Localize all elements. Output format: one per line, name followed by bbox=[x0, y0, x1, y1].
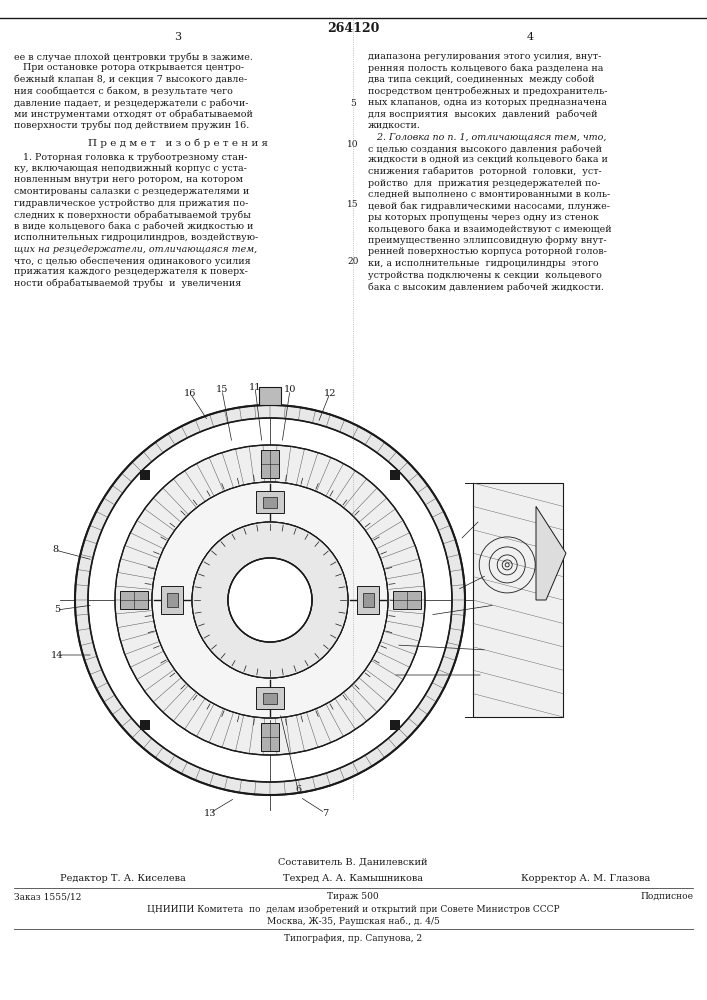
Bar bbox=[140, 470, 150, 480]
Text: Подписное: Подписное bbox=[640, 892, 693, 901]
Text: 2: 2 bbox=[484, 570, 490, 580]
Text: При остановке ротора открывается центро-: При остановке ротора открывается центро- bbox=[14, 64, 244, 73]
Text: Москва, Ж-35, Раушская наб., д. 4/5: Москва, Ж-35, Раушская наб., д. 4/5 bbox=[267, 917, 440, 926]
Text: Корректор А. М. Глазова: Корректор А. М. Глазова bbox=[521, 874, 650, 883]
Text: Типография, пр. Сапунова, 2: Типография, пр. Сапунова, 2 bbox=[284, 934, 422, 943]
Text: Редактор Т. А. Киселева: Редактор Т. А. Киселева bbox=[60, 874, 186, 883]
Text: что, с целью обеспечения одинакового усилия: что, с целью обеспечения одинакового уси… bbox=[14, 256, 251, 265]
Text: прижатия каждого резцедержателя к поверх-: прижатия каждого резцедержателя к поверх… bbox=[14, 267, 248, 276]
Text: два типа секций, соединенных  между собой: два типа секций, соединенных между собой bbox=[368, 75, 595, 85]
Bar bbox=[259, 387, 281, 405]
Text: бежный клапан 8, и секция 7 высокого давле-: бежный клапан 8, и секция 7 высокого дав… bbox=[14, 75, 247, 84]
Bar bbox=[161, 586, 183, 614]
Polygon shape bbox=[536, 506, 566, 600]
Text: Составитель В. Данилевский: Составитель В. Данилевский bbox=[279, 858, 428, 867]
Bar bbox=[390, 470, 400, 480]
Text: ее в случае плохой центровки трубы в зажиме.: ее в случае плохой центровки трубы в заж… bbox=[14, 52, 253, 62]
Text: 15: 15 bbox=[347, 200, 359, 209]
Bar bbox=[357, 586, 379, 614]
Text: бака с высоким давлением рабочей жидкости.: бака с высоким давлением рабочей жидкост… bbox=[368, 282, 604, 292]
Text: 10: 10 bbox=[284, 385, 296, 394]
Bar bbox=[263, 496, 277, 508]
Text: Техред А. А. Камышникова: Техред А. А. Камышникова bbox=[283, 874, 423, 883]
Text: ку, включающая неподвижный корпус с уста-: ку, включающая неподвижный корпус с уста… bbox=[14, 164, 247, 173]
Text: 5: 5 bbox=[54, 605, 60, 614]
Text: 3: 3 bbox=[492, 600, 498, 609]
Bar bbox=[256, 687, 284, 709]
Text: устройства подключены к секции  кольцевого: устройства подключены к секции кольцевог… bbox=[368, 270, 602, 279]
Text: 15: 15 bbox=[216, 385, 228, 394]
Text: ренняя полость кольцевого бака разделена на: ренняя полость кольцевого бака разделена… bbox=[368, 64, 603, 73]
Text: 13: 13 bbox=[204, 808, 216, 818]
Text: смонтированы салазки с резцедержателями и: смонтированы салазки с резцедержателями … bbox=[14, 187, 250, 196]
Text: 10: 10 bbox=[347, 140, 358, 149]
Text: 9: 9 bbox=[480, 670, 486, 680]
Bar bbox=[392, 591, 421, 609]
Text: цевой бак гидравлическими насосами, плунже-: цевой бак гидравлическими насосами, плун… bbox=[368, 202, 610, 211]
Bar bbox=[256, 491, 284, 513]
Text: 16: 16 bbox=[184, 388, 196, 397]
Text: 7: 7 bbox=[322, 808, 328, 818]
Text: новленным внутри него ротором, на котором: новленным внутри него ротором, на которо… bbox=[14, 176, 243, 184]
Text: 4: 4 bbox=[527, 32, 534, 42]
Bar bbox=[119, 591, 148, 609]
Text: в виде кольцевого бака с рабочей жидкостью и: в виде кольцевого бака с рабочей жидкост… bbox=[14, 222, 253, 231]
Text: Заказ 1555/12: Заказ 1555/12 bbox=[14, 892, 81, 901]
Circle shape bbox=[228, 558, 312, 642]
Text: посредством центробежных и предохранитель-: посредством центробежных и предохранител… bbox=[368, 87, 607, 96]
Text: 2. Головка по п. 1, отличающаяся тем, что,: 2. Головка по п. 1, отличающаяся тем, чт… bbox=[368, 132, 607, 141]
Text: Тираж 500: Тираж 500 bbox=[327, 892, 379, 901]
Text: гидравлическое устройство для прижатия по-: гидравлическое устройство для прижатия п… bbox=[14, 198, 248, 208]
Text: 264120: 264120 bbox=[327, 22, 379, 35]
Text: ми инструментами отходят от обрабатываемой: ми инструментами отходят от обрабатываем… bbox=[14, 109, 253, 119]
Text: ки, а исполнительные  гидроцилиндры  этого: ки, а исполнительные гидроцилиндры этого bbox=[368, 259, 599, 268]
Text: 8: 8 bbox=[52, 546, 58, 554]
Text: следних к поверхности обрабатываемой трубы: следних к поверхности обрабатываемой тру… bbox=[14, 210, 251, 220]
Text: 5: 5 bbox=[350, 99, 356, 108]
Text: ния сообщается с баком, в результате чего: ния сообщается с баком, в результате чег… bbox=[14, 87, 233, 96]
Text: поверхности трубы под действием пружин 16.: поверхности трубы под действием пружин 1… bbox=[14, 121, 250, 130]
Text: снижения габаритов  роторной  головки,  уст-: снижения габаритов роторной головки, уст… bbox=[368, 167, 602, 176]
Text: 12: 12 bbox=[324, 388, 337, 397]
Text: 1: 1 bbox=[477, 516, 483, 524]
Text: щих на резцедержатели, отличающаяся тем,: щих на резцедержатели, отличающаяся тем, bbox=[14, 244, 257, 253]
Text: исполнительных гидроцилиндров, воздействую-: исполнительных гидроцилиндров, воздейств… bbox=[14, 233, 258, 242]
Text: диапазона регулирования этого усилия, внут-: диапазона регулирования этого усилия, вн… bbox=[368, 52, 602, 61]
Bar bbox=[363, 593, 373, 607]
Text: ности обрабатываемой трубы  и  увеличения: ности обрабатываемой трубы и увеличения bbox=[14, 279, 241, 288]
Text: с целью создания высокого давления рабочей: с целью создания высокого давления рабоч… bbox=[368, 144, 602, 153]
Text: ных клапанов, одна из которых предназначена: ных клапанов, одна из которых предназнач… bbox=[368, 98, 607, 107]
Text: для восприятия  высоких  давлений  рабочей: для восприятия высоких давлений рабочей bbox=[368, 109, 597, 119]
Text: жидкости в одной из секций кольцевого бака и: жидкости в одной из секций кольцевого ба… bbox=[368, 155, 608, 164]
Text: 6: 6 bbox=[295, 786, 301, 794]
Text: преимущественно эллипсовидную форму внут-: преимущественно эллипсовидную форму внут… bbox=[368, 236, 607, 245]
Text: ройство  для  прижатия резцедержателей по-: ройство для прижатия резцедержателей по- bbox=[368, 178, 600, 188]
Text: П р е д м е т   и з о б р е т е н и я: П р е д м е т и з о б р е т е н и я bbox=[88, 138, 268, 148]
Text: жидкости.: жидкости. bbox=[368, 121, 421, 130]
Bar bbox=[140, 720, 150, 730]
Text: давление падает, и резцедержатели с рабочи-: давление падает, и резцедержатели с рабо… bbox=[14, 98, 248, 107]
Text: 11: 11 bbox=[249, 382, 262, 391]
Text: 20: 20 bbox=[347, 257, 358, 266]
Bar bbox=[390, 720, 400, 730]
Bar bbox=[261, 722, 279, 750]
Text: 3: 3 bbox=[175, 32, 182, 42]
Text: ренней поверхностью корпуса роторной голов-: ренней поверхностью корпуса роторной гол… bbox=[368, 247, 607, 256]
Bar bbox=[167, 593, 177, 607]
Bar bbox=[473, 483, 563, 717]
Bar bbox=[261, 450, 279, 478]
Text: 14: 14 bbox=[51, 650, 63, 660]
Text: 1. Роторная головка к трубоотрезному стан-: 1. Роторная головка к трубоотрезному ста… bbox=[14, 152, 247, 162]
Text: следней выполнено с вмонтированными в коль-: следней выполнено с вмонтированными в ко… bbox=[368, 190, 610, 199]
Text: ры которых пропущены через одну из стенок: ры которых пропущены через одну из стено… bbox=[368, 213, 599, 222]
Bar bbox=[263, 692, 277, 704]
Text: 4: 4 bbox=[484, 646, 490, 654]
Text: кольцевого бака и взаимодействуют с имеющей: кольцевого бака и взаимодействуют с имею… bbox=[368, 225, 612, 234]
Text: ЦНИИПИ Комитета  по  делам изобретений и открытий при Совете Министров СССР: ЦНИИПИ Комитета по делам изобретений и о… bbox=[146, 905, 559, 914]
